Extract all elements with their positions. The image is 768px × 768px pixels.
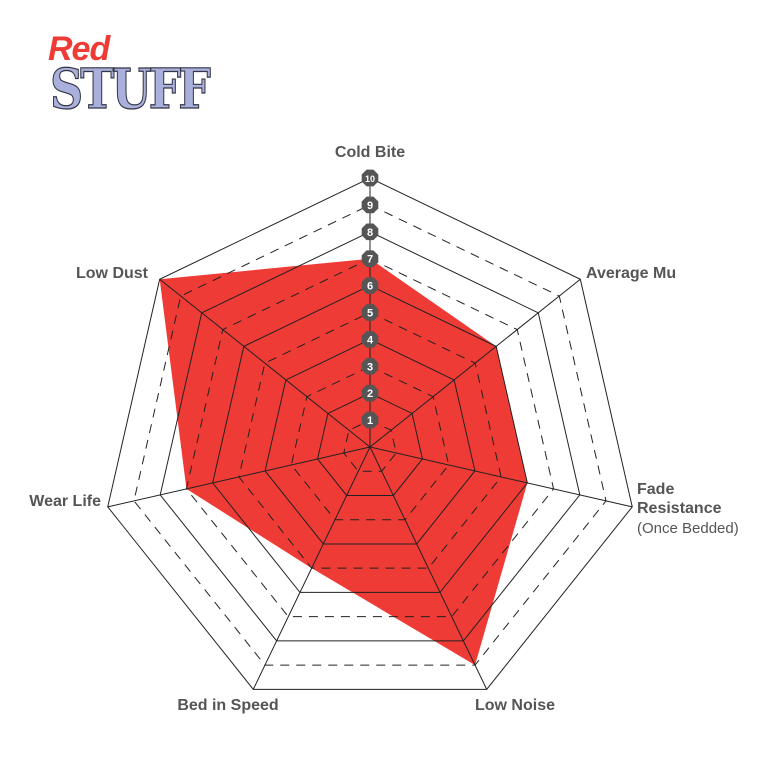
tick-badge xyxy=(361,169,379,187)
logo-stuff-text: STUFF xyxy=(50,56,212,122)
axis-label: Wear Life xyxy=(29,493,101,510)
tick-label: 9 xyxy=(367,200,373,212)
logo-red-text: Red xyxy=(48,30,110,68)
axis-spoke xyxy=(369,446,488,690)
tick-badge xyxy=(361,384,379,402)
tick-badge xyxy=(361,357,379,375)
tick-badge xyxy=(361,250,379,268)
tick-badge xyxy=(361,196,379,214)
axis-spoke xyxy=(369,446,633,508)
tick-label: 3 xyxy=(367,361,373,373)
axis-spoke xyxy=(369,278,581,448)
tick-badge xyxy=(361,304,379,321)
axis-label: Cold Bite xyxy=(335,144,405,161)
axis-label: Fade xyxy=(637,481,674,498)
axis-label: Low Dust xyxy=(76,265,149,282)
tick-label: 10 xyxy=(365,174,375,184)
tick-label: 8 xyxy=(367,227,373,239)
grid-ring-4 xyxy=(264,338,476,545)
data-area xyxy=(159,258,528,666)
tick-label: 6 xyxy=(367,281,373,293)
axis-spoke xyxy=(252,446,371,690)
tick-badge xyxy=(361,277,379,294)
axis-label: Bed in Speed xyxy=(177,697,278,714)
tick-label: 4 xyxy=(367,334,374,346)
axis-label: Resistance xyxy=(637,500,722,517)
axis-spoke xyxy=(107,446,371,508)
axis-spoke xyxy=(159,278,371,448)
axis-sublabel: (Once Bedded) xyxy=(637,520,739,537)
grid-ring-2 xyxy=(317,392,423,496)
axis-label: Average Mu xyxy=(586,265,676,282)
tick-label: 5 xyxy=(367,308,373,320)
grid-ring-1 xyxy=(343,419,397,472)
tick-label: 2 xyxy=(367,388,373,400)
tick-badge xyxy=(361,331,379,348)
grid-ring-3 xyxy=(290,365,450,521)
grid-ring-10 xyxy=(107,177,633,690)
grid-ring-6 xyxy=(212,285,528,593)
axis-label: Low Noise xyxy=(475,697,555,714)
tick-badge xyxy=(361,223,379,241)
tick-label: 1 xyxy=(367,415,373,427)
tick-badge xyxy=(361,411,379,429)
grid-ring-5 xyxy=(238,311,502,569)
tick-label: 7 xyxy=(367,254,373,266)
grid-ring-9 xyxy=(133,204,607,666)
grid-ring-8 xyxy=(159,231,581,642)
red-stuff-logo: Red STUFF xyxy=(40,30,211,130)
